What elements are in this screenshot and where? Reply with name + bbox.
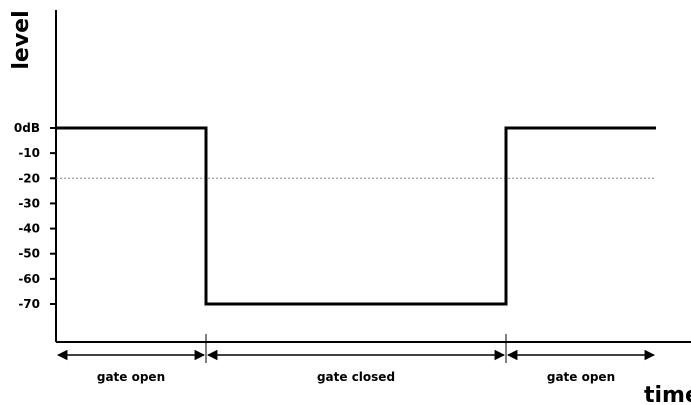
region-label: gate open: [547, 370, 615, 384]
y-axis-title: level: [9, 10, 34, 69]
y-tick-label: -10: [18, 146, 40, 160]
y-tick-label: -50: [18, 247, 40, 261]
region-label: gate closed: [317, 370, 395, 384]
y-tick-label: -60: [18, 272, 40, 286]
y-tick-label: -30: [18, 196, 40, 210]
gate-regions: gate open gate closed gate open: [56, 334, 656, 384]
y-tick-label: 0dB: [14, 121, 40, 135]
y-tick-label: -20: [18, 171, 40, 185]
signal-level-line: [56, 126, 656, 306]
y-ticks: 0dB -10 -20 -30 -40 -50 -60 -70: [14, 121, 56, 311]
region-label: gate open: [97, 370, 165, 384]
y-tick-label: -70: [18, 297, 40, 311]
x-axis-title: time: [644, 383, 691, 405]
y-tick-label: -40: [18, 222, 40, 236]
